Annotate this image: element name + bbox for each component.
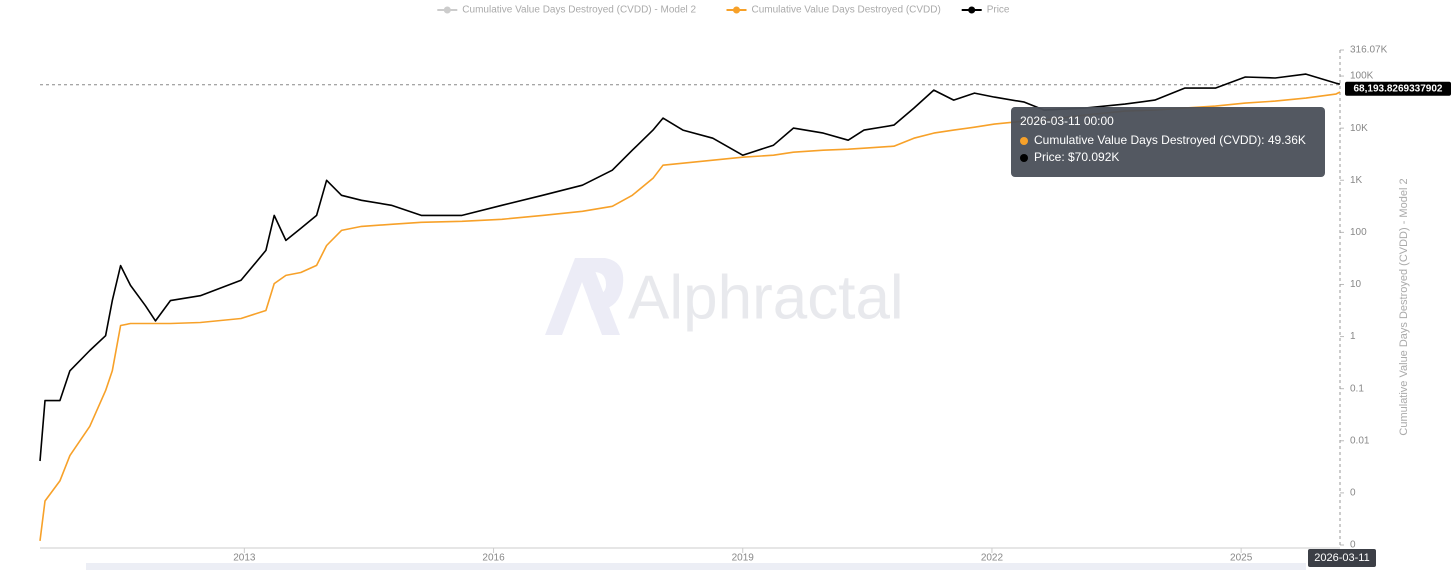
legend-marker	[968, 6, 976, 14]
y-tick-label: 100K	[1350, 71, 1374, 82]
x-tick-label: 2022	[981, 553, 1004, 564]
x-tick-label: 2013	[233, 553, 256, 564]
legend-label: Price	[987, 5, 1010, 16]
crosshair-label-box	[1308, 549, 1376, 567]
legend-label: Cumulative Value Days Destroyed (CVDD)	[752, 5, 941, 16]
x-tick-label: 2025	[1230, 553, 1253, 564]
legend-marker	[733, 6, 740, 14]
y-tick-label: 0	[1350, 540, 1356, 551]
tooltip-dot	[1020, 137, 1028, 145]
y-tick-label: 10K	[1350, 123, 1368, 134]
y-tick-label: 100	[1350, 227, 1367, 238]
x-tick-label: 2016	[482, 553, 505, 564]
y-axis-title: Cumulative Value Days Destroyed (CVDD) -…	[1398, 178, 1410, 435]
y-tick-label: 1K	[1350, 175, 1363, 186]
legend: Cumulative Value Days Destroyed (CVDD) -…	[437, 5, 1010, 16]
scrollbar[interactable]	[86, 563, 1306, 570]
tooltip-line: Cumulative Value Days Destroyed (CVDD): …	[1034, 133, 1306, 147]
price-label-box	[1345, 81, 1451, 96]
y-tick-label: 1	[1350, 331, 1356, 342]
y-tick-label: 0	[1350, 488, 1356, 499]
legend-item[interactable]: Price	[961, 5, 1010, 16]
watermark-text: Alphractal	[628, 263, 904, 332]
x-tick-label: 2019	[732, 553, 755, 564]
y-tick-label: 0.1	[1350, 383, 1364, 394]
tooltip-line: Price: $70.092K	[1034, 150, 1119, 164]
y-tick-label: 10	[1350, 279, 1362, 290]
price-label: 68,193.8269337902	[1354, 83, 1443, 94]
tooltip-dot	[1020, 154, 1028, 162]
tooltip-title: 2026-03-11 00:00	[1020, 114, 1114, 128]
legend-label: Cumulative Value Days Destroyed (CVDD) -…	[462, 5, 696, 16]
legend-item[interactable]: Cumulative Value Days Destroyed (CVDD)	[726, 5, 941, 16]
tooltip: 2026-03-11 00:00 Cumulative Value Days De…	[1011, 107, 1325, 177]
legend-item[interactable]: Cumulative Value Days Destroyed (CVDD) -…	[437, 5, 697, 16]
tooltip-box	[1011, 107, 1325, 177]
y-tick-label: 316.07K	[1350, 45, 1388, 56]
crosshair-label: 2026-03-11	[1314, 552, 1369, 564]
y-tick-label: 0.01	[1350, 435, 1370, 446]
legend-marker	[443, 6, 451, 14]
watermark: Alphractal	[545, 258, 904, 335]
